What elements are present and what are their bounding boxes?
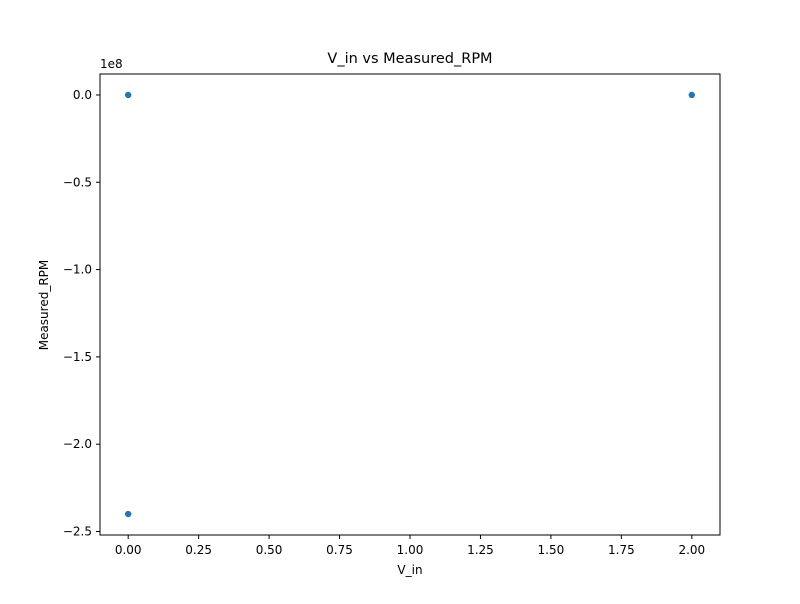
y-tick-label: −1.5 (63, 350, 92, 364)
y-axis-offset-label: 1e8 (100, 57, 123, 71)
x-tick-label: 1.25 (467, 543, 494, 557)
scatter-point (124, 510, 132, 518)
x-axis-label: V_in (397, 563, 422, 577)
y-tick-label: 0.0 (73, 88, 92, 102)
x-tick-label: 0.25 (185, 543, 212, 557)
x-tick-label: 1.50 (538, 543, 565, 557)
scatter-point (124, 91, 132, 99)
x-tick-label: 1.75 (608, 543, 635, 557)
plot-area-frame (99, 73, 721, 536)
chart-title: V_in vs Measured_RPM (327, 51, 492, 67)
x-tick-label: 0.75 (326, 543, 353, 557)
y-tick-label: −1.0 (63, 263, 92, 277)
y-tick-label: −2.5 (63, 525, 92, 539)
x-tick-label: 1.00 (397, 543, 424, 557)
y-tick-label: −2.0 (63, 437, 92, 451)
y-tick-label: −0.5 (63, 175, 92, 189)
points-layer (124, 91, 696, 518)
x-tick-label: 0.00 (115, 543, 142, 557)
y-axis-label: Measured_RPM (37, 260, 51, 351)
x-tick-label: 0.50 (256, 543, 283, 557)
scatter-point (688, 91, 696, 99)
x-tick-label: 2.00 (678, 543, 705, 557)
ticks-layer: 0.00 0.25 0.50 0.75 1.00 1.25 1.50 1.75 2.00 0.0 −… (63, 88, 705, 557)
